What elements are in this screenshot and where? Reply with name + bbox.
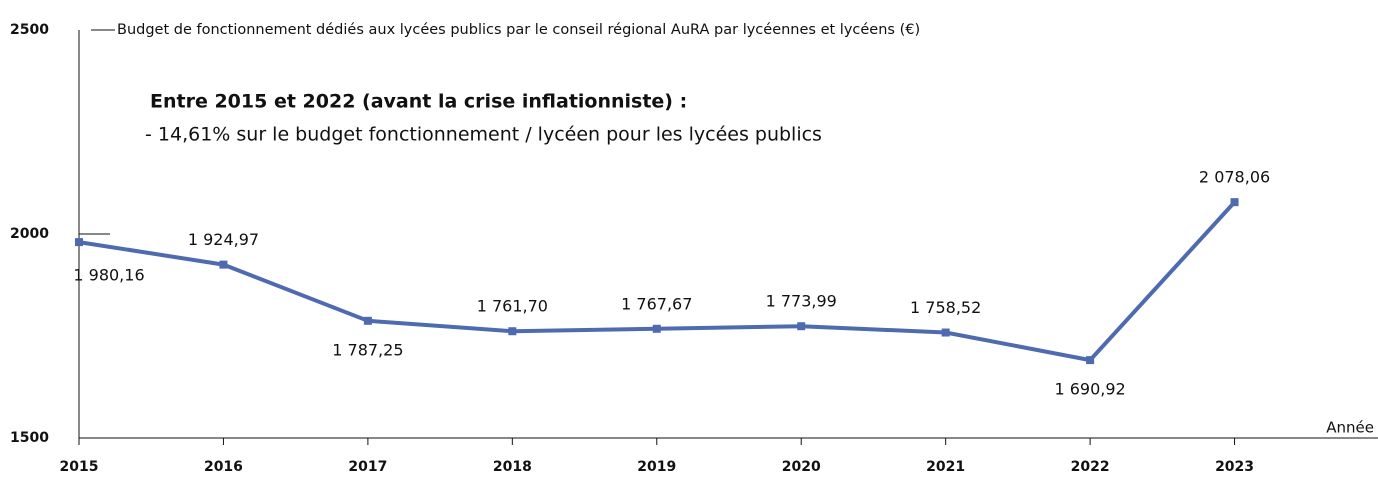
annotation: Entre 2015 et 2022 (avant la crise infla… bbox=[150, 91, 687, 113]
data-label: 2 078,06 bbox=[1199, 168, 1270, 187]
data-label: 1 690,92 bbox=[1054, 380, 1125, 399]
data-label: 1 761,70 bbox=[477, 297, 548, 316]
marker bbox=[797, 322, 806, 331]
y-tick-label: 1500 bbox=[10, 430, 49, 446]
marker bbox=[1230, 198, 1239, 207]
x-tick-label: 2018 bbox=[493, 459, 532, 475]
marker bbox=[941, 328, 950, 337]
marker bbox=[363, 316, 372, 325]
marker bbox=[652, 324, 661, 333]
line bbox=[78, 200, 1237, 363]
marker bbox=[219, 260, 228, 269]
data-label: 1 980,16 bbox=[73, 266, 144, 285]
annotation: - 14,61% sur le budget fonctionnement / … bbox=[145, 124, 822, 146]
y-tick-label: 2500 bbox=[10, 22, 49, 38]
x-tick-label: 2020 bbox=[782, 459, 821, 475]
y-tick-label: 2000 bbox=[10, 226, 49, 242]
marker bbox=[75, 238, 83, 247]
data-label: 1 758,52 bbox=[910, 298, 981, 317]
chart-title: Budget de fonctionnement dédiés aux lycé… bbox=[117, 22, 920, 38]
x-tick-label: 2019 bbox=[637, 459, 676, 475]
x-tick-label: 2016 bbox=[204, 459, 243, 475]
x-tick-label: 2021 bbox=[926, 459, 965, 475]
marker bbox=[1086, 356, 1095, 365]
data-label: 1 787,25 bbox=[332, 340, 403, 359]
x-tick-label: 2022 bbox=[1071, 459, 1110, 475]
marker bbox=[508, 327, 517, 336]
x-axis-label: Année bbox=[1326, 419, 1374, 437]
x-tick-label: 2017 bbox=[348, 459, 387, 475]
data-label: 1 924,97 bbox=[188, 230, 259, 249]
data-label: 1 773,99 bbox=[766, 292, 837, 311]
x-tick-label: 2023 bbox=[1215, 459, 1254, 475]
data-label: 1 767,67 bbox=[621, 294, 692, 313]
x-tick-label: 2015 bbox=[60, 459, 99, 475]
